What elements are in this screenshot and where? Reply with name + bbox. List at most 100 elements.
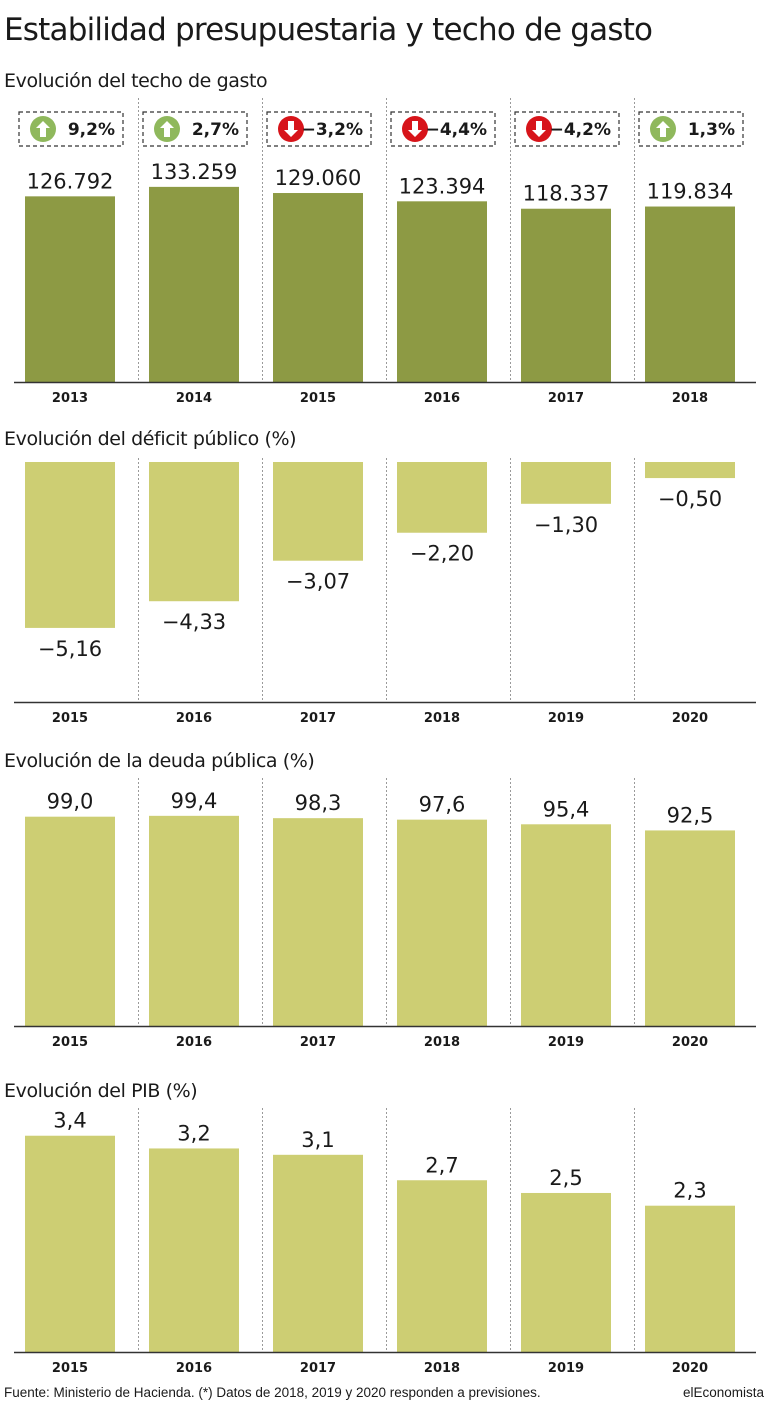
bar-2015	[25, 816, 115, 1026]
x-tick-label-2015: 2015	[52, 1035, 88, 1050]
x-tick-label-2018: 2018	[424, 711, 460, 726]
data-label-2019: 95,4	[543, 797, 590, 821]
data-label-2015: 99,0	[47, 790, 94, 814]
x-tick-label-2015: 2015	[52, 711, 88, 726]
data-label-2018: −2,20	[410, 542, 474, 566]
data-label-2016: 3,2	[177, 1121, 210, 1145]
change-badge-frame	[514, 111, 620, 147]
x-tick-label-2020: 2020	[672, 711, 708, 726]
brand-logo-text: elEconomista	[682, 1385, 764, 1400]
arrow-shape	[36, 121, 50, 137]
data-label-2019: 2,5	[549, 1166, 582, 1190]
arrow-shape	[532, 121, 546, 137]
data-label-2015: 3,4	[53, 1109, 86, 1133]
data-label-2016: 123.394	[399, 174, 486, 198]
arrow-up-icon	[154, 116, 180, 142]
chart-title-deficit: Evolución del déficit público (%)	[4, 428, 297, 450]
arrow-shape	[284, 121, 298, 137]
x-tick-label-2018: 2018	[672, 391, 708, 406]
bar-2020	[645, 1205, 735, 1352]
data-label-2019: −1,30	[534, 513, 598, 537]
bar-2016	[149, 1148, 239, 1352]
page-title: Estabilidad presupuestaria y techo de ga…	[4, 12, 653, 48]
bar-2019	[521, 824, 611, 1026]
chart-techo-gasto: 126.792 2013 9,2% 133.259 2014 2,7% 129.060 201…	[14, 98, 756, 406]
bar-2015	[25, 462, 115, 628]
bar-2019	[521, 462, 611, 504]
arrow-shape	[160, 121, 174, 137]
data-label-2017: 3,1	[301, 1128, 334, 1152]
data-label-2016: 99,4	[171, 789, 218, 813]
change-label-2018: 1,3%	[688, 120, 735, 140]
change-label-2013: 9,2%	[68, 120, 115, 140]
chart-deficit-publico: −5,16 2015 −4,33 2016 −3,07 2017 −2,20 2018 −1,3…	[14, 458, 756, 726]
change-badge-frame	[142, 111, 248, 147]
arrow-shape	[408, 121, 422, 137]
bar-2018	[397, 462, 487, 533]
change-label-2015: −3,2%	[302, 120, 363, 140]
arrow-down-icon	[402, 116, 428, 142]
chart-pib: 3,4 2015 3,2 2016 3,1 2017 2,7 2018 2,5 2019 2,3 20…	[14, 1108, 756, 1376]
x-tick-label-2019: 2019	[548, 711, 584, 726]
bar-2016	[149, 462, 239, 602]
chart-deuda-publica: 99,0 2015 99,4 2016 98,3 2017 97,6 2018 95,4 2019…	[14, 778, 756, 1050]
chart-title-techo-gasto: Evolución del techo de gasto	[4, 70, 268, 92]
x-tick-label-2020: 2020	[672, 1035, 708, 1050]
x-tick-label-2016: 2016	[176, 1035, 212, 1050]
arrow-down-icon	[278, 116, 304, 142]
x-tick-label-2017: 2017	[300, 1035, 336, 1050]
bar-2018	[397, 1180, 487, 1352]
x-tick-label-2018: 2018	[424, 1035, 460, 1050]
source-note: Fuente: Ministerio de Hacienda. (*) Dato…	[4, 1385, 541, 1400]
bar-2018	[397, 819, 487, 1026]
data-label-2018: 2,7	[425, 1153, 458, 1177]
data-label-2018: 119.834	[647, 180, 734, 204]
bar-2019	[521, 1192, 611, 1352]
arrow-up-icon	[30, 116, 56, 142]
data-label-2020: 2,3	[673, 1179, 706, 1203]
arrow-up-icon	[650, 116, 676, 142]
bar-2017	[521, 208, 611, 382]
data-label-2017: 118.337	[523, 182, 610, 206]
change-label-2014: 2,7%	[192, 120, 239, 140]
arrow-shape	[656, 121, 670, 137]
bar-2017	[273, 1154, 363, 1352]
x-tick-label-2013: 2013	[52, 391, 88, 406]
data-label-2017: −3,07	[286, 570, 350, 594]
data-label-2020: 92,5	[667, 803, 714, 827]
change-badge-frame	[390, 111, 496, 147]
x-tick-label-2020: 2020	[672, 1361, 708, 1376]
x-tick-label-2017: 2017	[300, 711, 336, 726]
data-label-2020: −0,50	[658, 487, 722, 511]
data-label-2017: 98,3	[295, 791, 342, 815]
x-tick-label-2016: 2016	[176, 711, 212, 726]
x-tick-label-2015: 2015	[52, 1361, 88, 1376]
bar-2018	[645, 206, 735, 382]
data-label-2014: 133.259	[151, 160, 238, 184]
bar-2015	[273, 193, 363, 382]
x-tick-label-2017: 2017	[548, 391, 584, 406]
change-label-2016: −4,4%	[426, 120, 487, 140]
data-label-2015: 129.060	[275, 166, 362, 190]
chart-title-pib: Evolución del PIB (%)	[4, 1080, 198, 1102]
bar-2017	[273, 818, 363, 1026]
x-tick-label-2017: 2017	[300, 1361, 336, 1376]
arrow-down-icon	[526, 116, 552, 142]
bar-2016	[149, 815, 239, 1026]
data-label-2016: −4,33	[162, 610, 226, 634]
change-label-2017: −4,2%	[550, 120, 611, 140]
bar-2014	[149, 186, 239, 382]
change-badge-frame	[266, 111, 372, 147]
bar-2020	[645, 830, 735, 1026]
x-tick-label-2016: 2016	[424, 391, 460, 406]
bar-2016	[397, 201, 487, 382]
change-badge-frame	[18, 111, 124, 147]
chart-title-deuda: Evolución de la deuda pública (%)	[4, 750, 315, 772]
x-tick-label-2019: 2019	[548, 1361, 584, 1376]
data-label-2018: 97,6	[419, 793, 466, 817]
data-label-2015: −5,16	[38, 637, 102, 661]
x-tick-label-2016: 2016	[176, 1361, 212, 1376]
x-tick-label-2015: 2015	[300, 391, 336, 406]
bar-2015	[25, 1135, 115, 1352]
bar-2017	[273, 462, 363, 561]
